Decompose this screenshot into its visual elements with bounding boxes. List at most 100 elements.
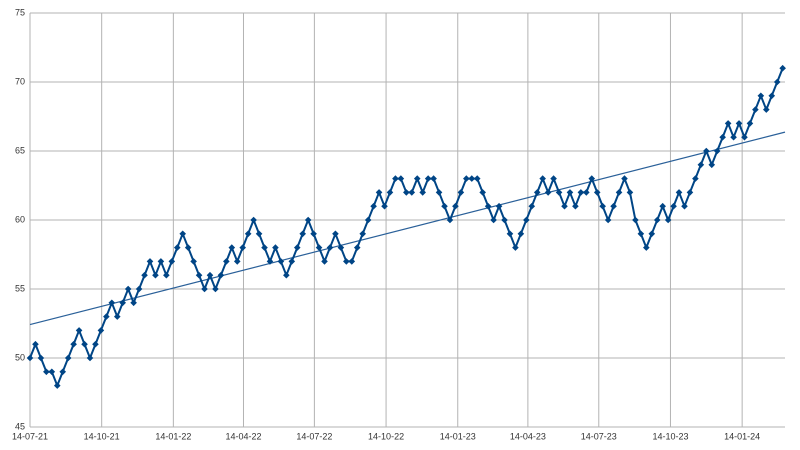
data-point	[97, 327, 105, 334]
data-point	[315, 244, 323, 251]
data-point	[544, 189, 552, 196]
data-point	[59, 368, 67, 376]
data-point	[730, 133, 737, 141]
data-point	[184, 244, 192, 251]
data-point	[490, 216, 497, 224]
data-point	[201, 285, 208, 293]
data-point	[577, 189, 585, 196]
data-point	[703, 147, 710, 155]
data-point	[588, 175, 596, 182]
data-point	[403, 189, 410, 196]
data-point	[615, 189, 623, 196]
data-point	[484, 202, 492, 210]
data-point	[501, 216, 508, 224]
data-point	[233, 258, 241, 265]
data-point	[195, 271, 203, 279]
data-point	[348, 258, 356, 265]
data-point	[495, 202, 503, 210]
data-point	[146, 258, 154, 265]
data-point	[463, 175, 470, 182]
data-point	[397, 175, 405, 182]
data-point	[288, 258, 296, 265]
data-point	[757, 92, 765, 100]
data-point	[108, 299, 116, 307]
data-point	[124, 285, 132, 293]
data-point	[119, 299, 127, 307]
data-point	[26, 354, 34, 362]
data-point	[506, 230, 514, 238]
data-point	[113, 313, 121, 320]
data-point	[675, 189, 683, 196]
data-point	[283, 271, 290, 279]
data-point	[250, 216, 257, 224]
x-tick-label: 14-10-23	[652, 431, 688, 441]
x-tick-label: 14-10-22	[368, 431, 404, 441]
data-point	[64, 354, 72, 362]
data-point	[326, 244, 334, 251]
data-point	[212, 285, 219, 293]
data-point	[135, 285, 143, 293]
data-point	[386, 189, 394, 196]
data-point	[441, 202, 448, 210]
x-tick-label: 14-10-21	[84, 431, 120, 441]
data-point	[773, 78, 781, 86]
data-point	[53, 382, 61, 389]
data-point	[277, 258, 285, 265]
x-tick-label: 14-01-24	[724, 431, 760, 441]
data-point	[299, 230, 307, 238]
data-point	[528, 202, 536, 210]
y-tick-label: 65	[15, 145, 25, 155]
data-point	[593, 189, 601, 196]
data-point	[653, 216, 661, 224]
data-point	[566, 189, 574, 196]
x-tick-label: 14-07-22	[296, 431, 332, 441]
data-point	[272, 244, 279, 251]
data-point	[555, 189, 563, 196]
y-tick-label: 60	[15, 214, 25, 224]
data-point	[583, 189, 590, 196]
data-point	[141, 271, 148, 279]
data-point	[746, 120, 754, 127]
data-point	[48, 368, 56, 376]
data-point	[768, 92, 776, 100]
data-point	[637, 230, 645, 238]
data-point	[457, 189, 465, 196]
data-point	[304, 216, 312, 224]
data-point	[381, 202, 388, 210]
y-tick-label: 45	[15, 421, 25, 431]
data-point	[763, 106, 770, 113]
y-tick-label: 70	[15, 76, 25, 86]
data-point	[217, 271, 225, 279]
data-point	[692, 175, 699, 182]
data-point	[173, 244, 181, 251]
data-point	[648, 230, 656, 238]
data-point	[81, 340, 88, 348]
data-point	[533, 189, 541, 196]
data-point	[610, 202, 617, 210]
data-point	[244, 230, 252, 238]
data-point	[413, 175, 421, 182]
data-point	[370, 202, 377, 210]
data-point	[452, 202, 459, 210]
data-point	[92, 340, 99, 348]
data-point	[741, 133, 748, 141]
data-point	[626, 189, 634, 196]
data-point	[473, 175, 481, 182]
data-point	[512, 244, 519, 251]
data-point	[321, 258, 328, 265]
data-point	[664, 216, 672, 224]
data-point	[435, 189, 443, 196]
data-point	[550, 175, 557, 182]
data-point	[75, 327, 83, 334]
data-point	[430, 175, 437, 182]
data-point	[70, 340, 77, 348]
data-point	[261, 244, 268, 251]
data-point	[468, 175, 476, 182]
data-point	[293, 244, 301, 251]
data-point	[752, 106, 759, 113]
x-tick-label: 14-01-23	[440, 431, 476, 441]
data-point	[419, 189, 426, 196]
data-point	[37, 354, 45, 362]
data-point	[517, 230, 525, 238]
data-point	[643, 244, 650, 251]
